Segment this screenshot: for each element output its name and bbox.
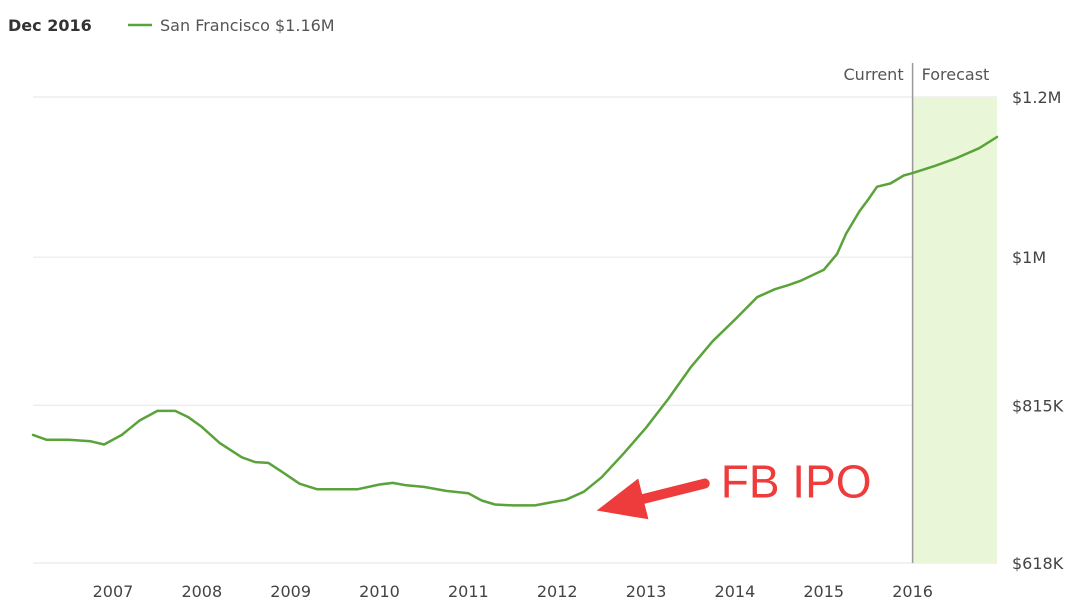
gridlines <box>33 96 997 564</box>
forecast-label: Forecast <box>922 65 990 84</box>
annotation-arrow-shaft <box>638 478 710 504</box>
y-axis-labels: $618K $815K $1M $1.2M <box>1012 88 1064 573</box>
x-tick-label: 2007 <box>93 582 134 601</box>
annotation-text: FB IPO <box>721 456 872 508</box>
x-tick-label: 2011 <box>448 582 489 601</box>
x-tick-label: 2014 <box>715 582 756 601</box>
x-tick-label: 2010 <box>359 582 400 601</box>
annotation: FB IPO <box>596 456 872 520</box>
y-tick-label: $618K <box>1012 554 1064 573</box>
current-label: Current <box>844 65 904 84</box>
x-tick-label: 2008 <box>181 582 222 601</box>
y-tick-label: $1M <box>1012 248 1046 267</box>
x-tick-label: 2009 <box>270 582 311 601</box>
x-tick-label: 2016 <box>892 582 933 601</box>
x-axis-labels: 2007 2008 2009 2010 2011 2012 2013 2014 2015 2016 <box>93 582 933 601</box>
x-tick-label: 2013 <box>626 582 667 601</box>
series-line-san-francisco <box>31 135 999 507</box>
header-date: Dec 2016 <box>8 16 92 35</box>
x-tick-label: 2012 <box>537 582 578 601</box>
y-tick-label: $1.2M <box>1012 88 1061 107</box>
legend-label: San Francisco $1.16M <box>160 16 335 35</box>
x-tick-label: 2015 <box>803 582 844 601</box>
y-tick-label: $815K <box>1012 396 1064 415</box>
annotation-arrow-head <box>596 478 649 520</box>
forecast-region <box>912 97 997 563</box>
